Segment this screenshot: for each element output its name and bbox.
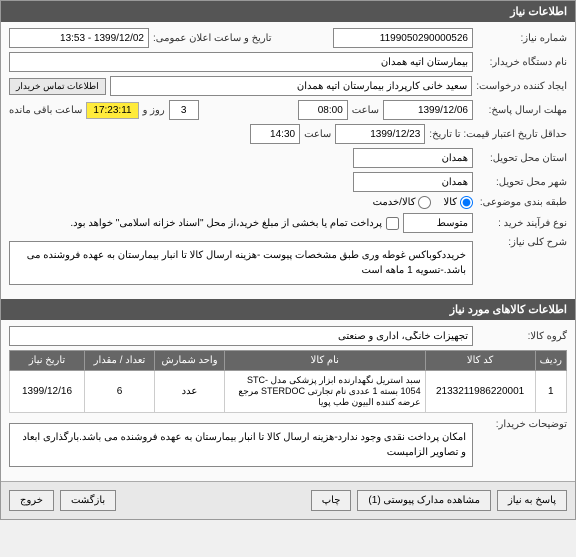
treasury-checkbox[interactable] <box>386 217 399 230</box>
credit-date-input[interactable] <box>335 124 425 144</box>
info-section-header: اطلاعات نیاز <box>1 1 575 22</box>
announce-label: تاریخ و ساعت اعلان عمومی: <box>153 33 272 44</box>
delivery-state-input[interactable] <box>353 148 473 168</box>
th-date: تاریخ نیاز <box>10 351 85 371</box>
table-header-row: ردیف کد کالا نام کالا واحد شمارش تعداد /… <box>10 351 567 371</box>
process-type-label: نوع فرآیند خرید : <box>477 218 567 229</box>
credit-label: حداقل تاریخ اعتبار قیمت: تا تاریخ: <box>429 129 567 140</box>
print-button[interactable]: چاپ <box>311 490 352 511</box>
buyer-device-input[interactable] <box>9 52 473 72</box>
days-input[interactable] <box>169 100 199 120</box>
th-unit: واحد شمارش <box>155 351 225 371</box>
category-label: طبقه بندی موضوعی: <box>477 197 567 208</box>
delivery-city-label: شهر محل تحویل: <box>477 177 567 188</box>
back-button[interactable]: بازگشت <box>60 490 116 511</box>
th-row: ردیف <box>535 351 566 371</box>
th-name: نام کالا <box>225 351 426 371</box>
reply-date-input[interactable] <box>383 100 473 120</box>
close-button[interactable]: خروج <box>9 490 54 511</box>
remaining-label: ساعت باقی مانده <box>9 105 82 116</box>
main-desc-label: شرح کلی نیاز: <box>477 237 567 248</box>
buyer-notes-label: توضیحات خریدار: <box>477 419 567 430</box>
reply-deadline-label: مهلت ارسال پاسخ: <box>477 105 567 116</box>
creator-input[interactable] <box>110 76 473 96</box>
buyer-device-label: نام دستگاه خریدار: <box>477 57 567 68</box>
contact-button[interactable]: اطلاعات تماس خریدار <box>9 78 106 95</box>
td-date: 1399/12/16 <box>10 371 85 413</box>
main-container: اطلاعات نیاز شماره نیاز: تاریخ و ساعت اع… <box>0 0 576 520</box>
td-row: 1 <box>535 371 566 413</box>
td-code: 2133211986220001 <box>425 371 535 413</box>
delivery-city-input[interactable] <box>353 172 473 192</box>
td-name: سبد استریل نگهدارنده ابزار پزشکی مدل STC… <box>225 371 426 413</box>
form-area: شماره نیاز: تاریخ و ساعت اعلان عمومی: نا… <box>1 22 575 299</box>
announce-input[interactable] <box>9 28 149 48</box>
td-qty: 6 <box>85 371 155 413</box>
goods-group-input[interactable] <box>9 326 473 346</box>
reply-time-input[interactable] <box>298 100 348 120</box>
goods-group-label: گروه کالا: <box>477 331 567 342</box>
delivery-state-label: استان محل تحویل: <box>477 153 567 164</box>
service-radio[interactable] <box>418 196 431 209</box>
items-section-header: اطلاعات کالاهای مورد نیاز <box>1 299 575 320</box>
time-label-1: ساعت <box>352 105 379 116</box>
creator-label: ایجاد کننده درخواست: <box>476 81 567 92</box>
process-note: پرداخت تمام یا بخشی از مبلغ خرید،از محل … <box>70 218 382 229</box>
table-row[interactable]: 1 2133211986220001 سبد استریل نگهدارنده … <box>10 371 567 413</box>
credit-time-input[interactable] <box>250 124 300 144</box>
category-radio-group: کالا کالا/خدمت <box>373 196 473 209</box>
buyer-notes-box: امکان پرداخت نقدی وجود ندارد-هزینه ارسال… <box>9 423 473 467</box>
items-table: ردیف کد کالا نام کالا واحد شمارش تعداد /… <box>9 350 567 413</box>
goods-radio-label[interactable]: کالا <box>443 196 473 209</box>
footer-buttons: پاسخ به نیاز مشاهده مدارک پیوستی (1) چاپ… <box>1 481 575 519</box>
main-desc-box: خریددکوباکس غوطه وری طبق مشخصات پیوست -ه… <box>9 241 473 285</box>
reply-button[interactable]: پاسخ به نیاز <box>497 490 567 511</box>
time-label-2: ساعت <box>304 129 331 140</box>
need-no-input[interactable] <box>333 28 473 48</box>
attachments-button[interactable]: مشاهده مدارک پیوستی (1) <box>357 490 491 511</box>
service-radio-label[interactable]: کالا/خدمت <box>373 196 432 209</box>
td-unit: عدد <box>155 371 225 413</box>
th-code: کد کالا <box>425 351 535 371</box>
process-type-input[interactable] <box>403 213 473 233</box>
goods-radio[interactable] <box>460 196 473 209</box>
remaining-time-box: 17:23:11 <box>86 102 138 119</box>
need-no-label: شماره نیاز: <box>477 33 567 44</box>
days-label: روز و <box>143 105 165 116</box>
items-area: گروه کالا: ردیف کد کالا نام کالا واحد شم… <box>1 320 575 481</box>
th-qty: تعداد / مقدار <box>85 351 155 371</box>
